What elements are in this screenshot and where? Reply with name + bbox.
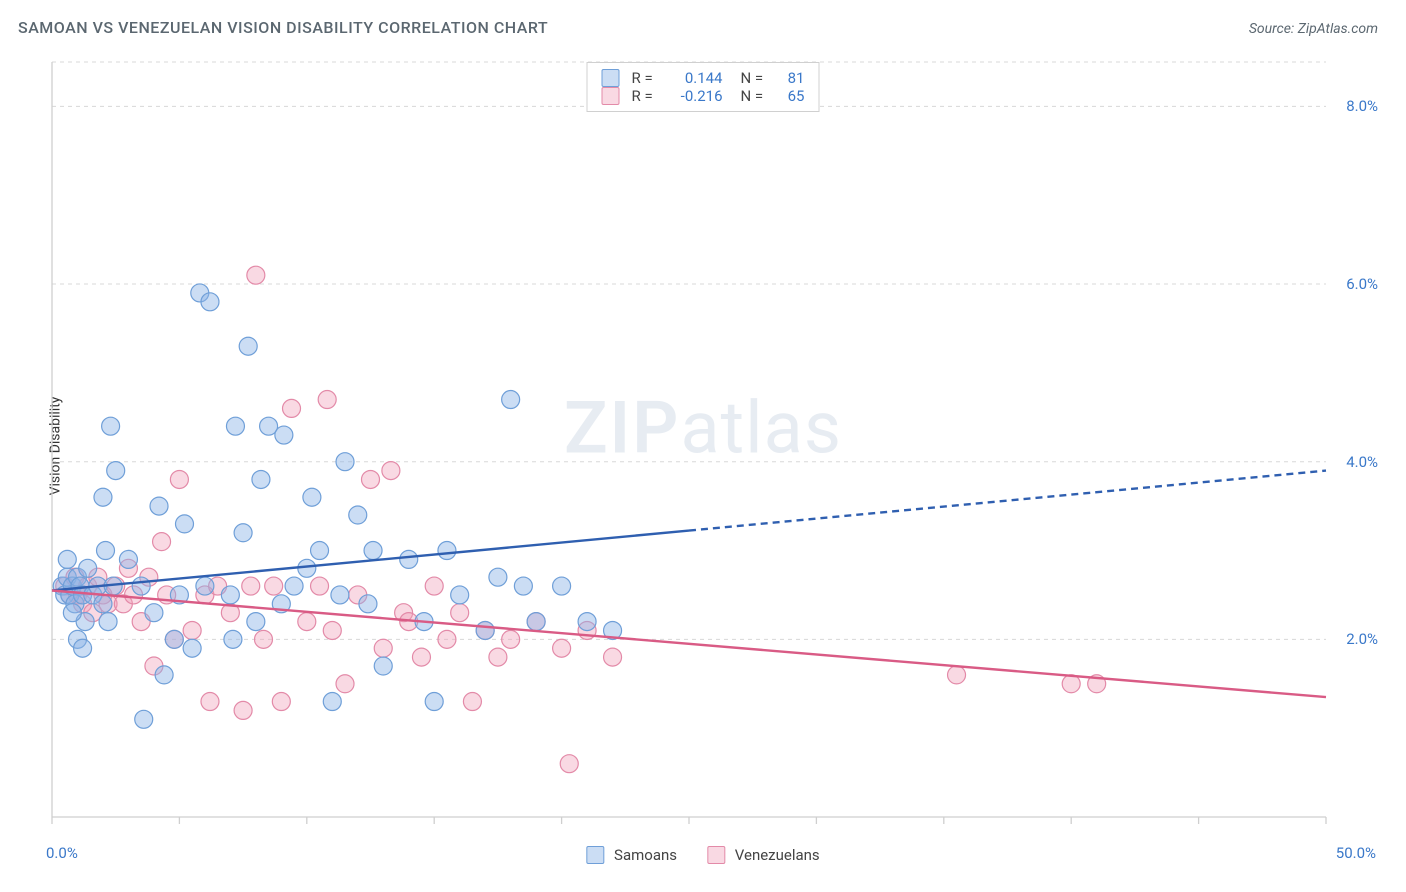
x-axis-max-label: 50.0%: [1336, 844, 1376, 862]
y-tick-label: 2.0%: [1346, 630, 1378, 648]
chart-title: SAMOAN VS VENEZUELAN VISION DISABILITY C…: [18, 18, 548, 37]
n-value-venezuelans: 65: [777, 87, 805, 105]
legend-item-venezuelans: Venezuelans: [707, 846, 820, 864]
stat-label: R =: [632, 87, 662, 105]
stats-legend: R = 0.144 N = 81 R = -0.216 N = 65: [587, 62, 820, 112]
stat-label: R =: [632, 69, 662, 87]
legend-swatch-samoans: [586, 846, 604, 864]
y-tick-label: 6.0%: [1346, 275, 1378, 293]
r-value-venezuelans: -0.216: [668, 87, 723, 105]
r-value-samoans: 0.144: [668, 69, 723, 87]
x-axis-min-label: 0.0%: [46, 844, 78, 862]
stat-label: N =: [741, 69, 771, 87]
legend-item-samoans: Samoans: [586, 846, 677, 864]
chart-area: 2.0% 4.0% 6.0% 8.0%: [50, 60, 1386, 837]
legend-swatch-venezuelans: [707, 846, 725, 864]
stat-label: N =: [741, 87, 771, 105]
source-attribution: Source: ZipAtlas.com: [1249, 21, 1378, 37]
series-legend: Samoans Venezuelans: [586, 846, 819, 864]
legend-swatch-venezuelans: [602, 87, 620, 105]
legend-swatch-samoans: [602, 69, 620, 87]
y-tick-label: 8.0%: [1346, 97, 1378, 115]
legend-label: Samoans: [614, 846, 677, 864]
n-value-samoans: 81: [777, 69, 805, 87]
y-tick-label: 4.0%: [1346, 453, 1378, 471]
legend-label: Venezuelans: [735, 846, 820, 864]
scatter-plot-svg: [50, 60, 1386, 837]
